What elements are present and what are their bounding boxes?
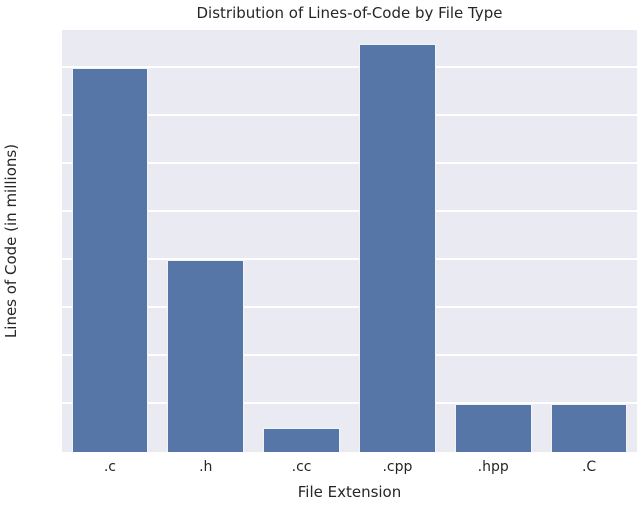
x-tick-label-.cpp: .cpp <box>382 459 413 475</box>
bar-slot-.cpp <box>349 30 445 452</box>
y-axis-label-text: Lines of Code (in millions) <box>2 143 20 339</box>
bar-slot-.c <box>62 30 158 452</box>
bar-slot-.cc <box>254 30 350 452</box>
x-tick-label-.cc: .cc <box>291 459 312 475</box>
x-axis-label: File Extension <box>297 483 402 501</box>
bar-.c <box>71 68 149 452</box>
x-tick-label-.C: .C <box>581 459 597 475</box>
gridline-y-16 <box>62 66 637 69</box>
bar-slot-.hpp <box>445 30 541 452</box>
gridline-y-14 <box>62 114 637 117</box>
chart-title: Distribution of Lines-of-Code by File Ty… <box>196 4 503 22</box>
gridline-y-8 <box>62 258 637 261</box>
bar-slot-.C <box>541 30 637 452</box>
x-tick-label-.hpp: .hpp <box>477 459 509 475</box>
bar-slot-.h <box>158 30 254 452</box>
gridline-y-6 <box>62 306 637 309</box>
bars-layer <box>62 30 637 452</box>
gridline-y-2 <box>62 402 637 405</box>
plot-area <box>62 30 637 452</box>
gridline-y-10 <box>62 210 637 213</box>
gridline-y-12 <box>62 162 637 165</box>
bar-.hpp <box>454 404 532 452</box>
bar-.C <box>550 404 628 452</box>
bar-.h <box>167 260 245 452</box>
bar-.cpp <box>359 44 436 452</box>
x-tick-label-.c: .c <box>103 459 116 475</box>
gridline-y-4 <box>62 354 637 357</box>
bar-.cc <box>263 428 340 452</box>
x-tick-labels: .c .h .cc .cpp .hpp .C <box>62 458 637 476</box>
x-tick-label-.h: .h <box>199 459 213 475</box>
